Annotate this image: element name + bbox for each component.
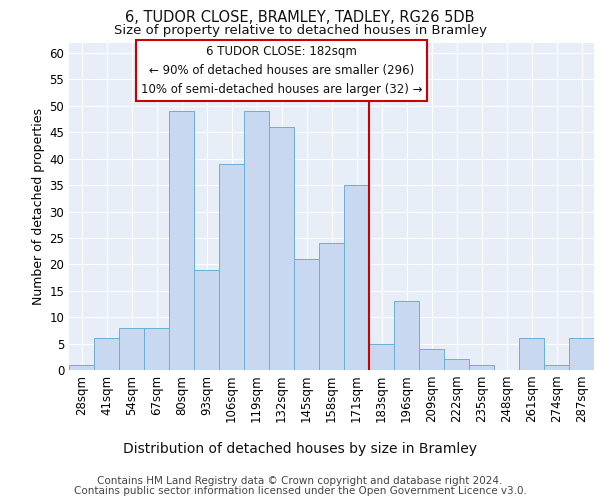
Bar [194,270,219,370]
Bar [344,185,369,370]
Bar [419,349,444,370]
Bar [119,328,144,370]
Bar [444,360,469,370]
Text: Distribution of detached houses by size in Bramley: Distribution of detached houses by size … [123,442,477,456]
Text: Size of property relative to detached houses in Bramley: Size of property relative to detached ho… [113,24,487,37]
Y-axis label: Number of detached properties: Number of detached properties [32,108,45,304]
Bar [244,111,269,370]
Text: Contains public sector information licensed under the Open Government Licence v3: Contains public sector information licen… [74,486,526,496]
Bar [69,364,94,370]
Bar [394,302,419,370]
Bar [219,164,244,370]
Bar [294,259,319,370]
Text: 6 TUDOR CLOSE: 182sqm
← 90% of detached houses are smaller (296)
10% of semi-det: 6 TUDOR CLOSE: 182sqm ← 90% of detached … [141,45,422,96]
Text: Contains HM Land Registry data © Crown copyright and database right 2024.: Contains HM Land Registry data © Crown c… [97,476,503,486]
Bar [569,338,594,370]
Bar [144,328,169,370]
Bar [469,364,494,370]
Bar [269,127,294,370]
Bar [169,111,194,370]
Text: 6, TUDOR CLOSE, BRAMLEY, TADLEY, RG26 5DB: 6, TUDOR CLOSE, BRAMLEY, TADLEY, RG26 5D… [125,10,475,25]
Bar [319,243,344,370]
Bar [369,344,394,370]
Bar [94,338,119,370]
Bar [519,338,544,370]
Bar [544,364,569,370]
